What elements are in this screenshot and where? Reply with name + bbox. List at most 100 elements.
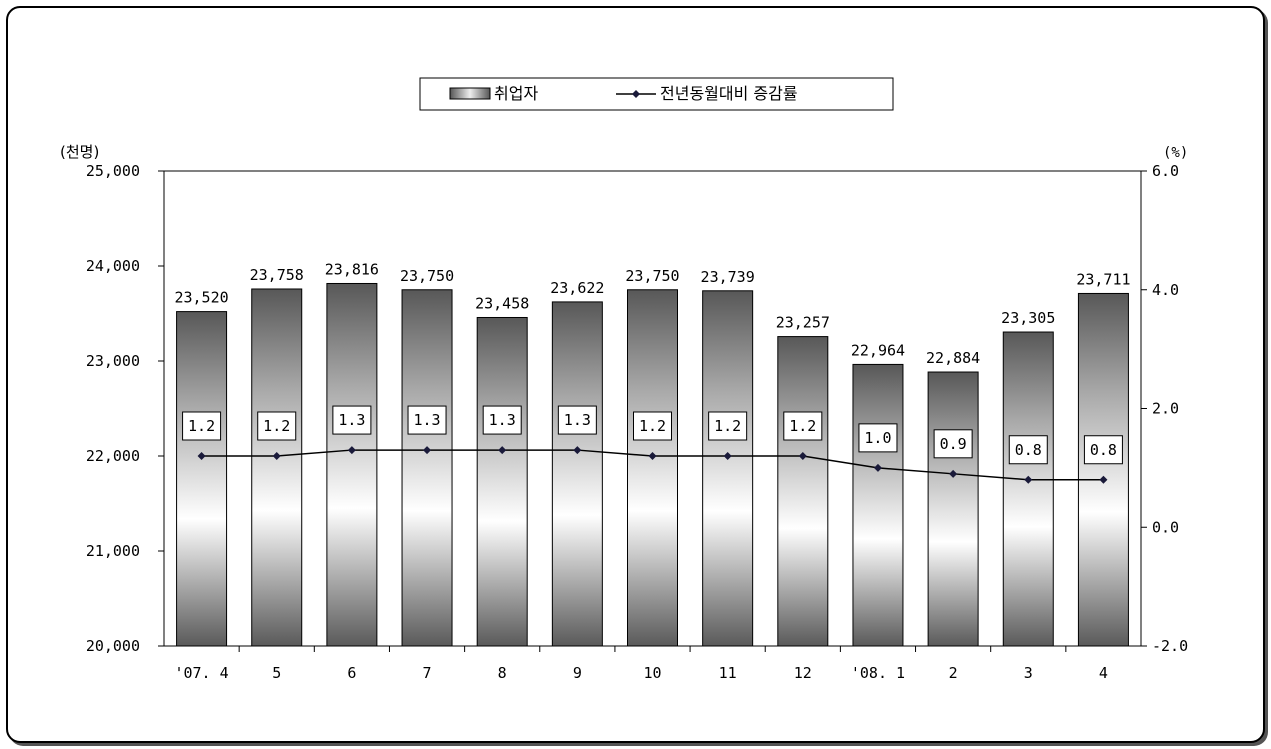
bar-value-label: 23,520 (174, 289, 228, 307)
bar (702, 290, 754, 647)
rate-value-label: 1.3 (338, 411, 365, 429)
rate-value-label: 1.3 (564, 411, 591, 429)
rate-marker (347, 446, 356, 455)
rate-marker (197, 452, 206, 460)
rate-marker (423, 446, 432, 455)
rate-marker (1099, 475, 1108, 484)
rate-value-label: 1.0 (864, 429, 891, 447)
legend-box (419, 77, 894, 111)
bar-series: 23,520 23,758 23,816 23,750 23,458 23,622 23,7… (174, 260, 1131, 647)
right-axis-tick-label: 4.0 (1152, 281, 1179, 299)
bar (251, 288, 303, 647)
x-axis-tick-label: 4 (1099, 664, 1108, 682)
bar-value-label: 22,884 (926, 349, 980, 367)
rate-value-label: 1.2 (714, 417, 741, 435)
rate-marker (723, 452, 732, 460)
bar-value-label: 23,750 (625, 267, 679, 285)
bar (777, 336, 829, 647)
x-axis: '07. 4 5 6 7 8 9 10 11 12 '08. 1 2 3 4 (174, 646, 1108, 682)
rate-value-label: 1.2 (188, 417, 215, 435)
left-axis: 20,000 21,000 22,000 23,000 24,000 25,000 (86, 162, 164, 655)
x-axis-tick-label: 2 (949, 664, 958, 682)
right-axis-tick-label: 0.0 (1152, 518, 1179, 536)
bar-value-label: 23,622 (550, 279, 604, 297)
rate-value-label: 1.2 (263, 417, 290, 435)
rate-value-label: 1.3 (489, 411, 516, 429)
left-axis-tick-label: 22,000 (86, 447, 140, 465)
bar (1077, 292, 1129, 647)
left-axis-tick-label: 21,000 (86, 542, 140, 560)
bar-value-label: 23,711 (1076, 270, 1130, 288)
bar (326, 282, 378, 647)
bar (476, 316, 528, 647)
legend-line-marker (632, 90, 640, 98)
left-axis-tick-label: 24,000 (86, 257, 140, 275)
rate-label-box (257, 411, 297, 441)
rate-marker (873, 463, 882, 472)
left-axis-tick-label: 25,000 (86, 162, 140, 180)
bar-value-label: 23,257 (776, 314, 830, 332)
rate-label-box (332, 405, 372, 435)
right-axis: -2.0 0.0 2.0 4.0 6.0 (1141, 162, 1188, 655)
x-axis-tick-label: 12 (794, 664, 812, 682)
bar (627, 289, 678, 647)
rate-label-box (1083, 435, 1123, 465)
x-axis-tick-label: '08. 1 (851, 664, 905, 682)
line-series: 1.2 1.2 1.3 1.3 1.3 1.3 1.2 1.2 1.2 1.0 0.9 0.8 0.8 (182, 405, 1123, 484)
right-axis-tick-label: 6.0 (1152, 162, 1179, 180)
rate-value-label: 1.2 (639, 417, 666, 435)
rate-value-label: 1.2 (789, 417, 816, 435)
rate-label-box (407, 405, 447, 435)
rate-marker (798, 452, 807, 460)
right-axis-unit-label: (%) (1163, 145, 1188, 161)
bar (1002, 331, 1054, 647)
legend: 취업자 전년동월대비 증감률 (419, 77, 894, 111)
bar-value-label: 23,739 (701, 268, 755, 286)
bar (551, 301, 603, 647)
rate-marker (648, 452, 657, 460)
bar-value-label: 23,305 (1001, 309, 1055, 327)
rate-marker (1024, 475, 1033, 484)
x-axis-tick-label: '07. 4 (174, 664, 228, 682)
rate-label-box (858, 423, 898, 453)
rate-label-box (633, 411, 672, 441)
x-axis-tick-label: 9 (573, 664, 582, 682)
rate-marker (949, 469, 958, 478)
left-axis-tick-label: 20,000 (86, 637, 140, 655)
bar-value-label: 23,758 (250, 266, 304, 284)
bar (401, 289, 453, 647)
legend-bar-label: 취업자 (494, 84, 538, 103)
rate-label-box (557, 405, 597, 435)
rate-value-label: 1.3 (413, 411, 440, 429)
rate-label-box (182, 411, 222, 441)
rate-value-label: 0.8 (1015, 441, 1042, 459)
rate-label-box (783, 411, 823, 441)
rate-label-box (708, 411, 748, 441)
left-axis-unit-label: (천명) (60, 143, 99, 161)
rate-label-box (482, 405, 522, 435)
right-axis-tick-label: 2.0 (1152, 400, 1179, 418)
rate-marker (498, 446, 507, 455)
rate-label-box (933, 429, 973, 459)
bar-value-label: 22,964 (851, 341, 905, 359)
legend-line-label: 전년동월대비 증감률 (660, 84, 798, 103)
rate-value-label: 0.8 (1090, 441, 1117, 459)
bar-value-label: 23,458 (475, 294, 529, 312)
rate-value-label: 0.9 (940, 435, 967, 453)
rate-marker (573, 446, 582, 455)
bar-value-label: 23,816 (325, 260, 379, 278)
x-axis-tick-label: 6 (347, 664, 356, 682)
x-axis-tick-label: 7 (423, 664, 432, 682)
x-axis-tick-label: 3 (1024, 664, 1033, 682)
x-axis-tick-label: 8 (498, 664, 507, 682)
x-axis-tick-label: 5 (272, 664, 281, 682)
bar (927, 371, 979, 647)
x-axis-tick-label: 10 (643, 664, 661, 682)
rate-label-box (1008, 435, 1048, 465)
x-axis-tick-label: 11 (719, 664, 737, 682)
left-axis-tick-label: 23,000 (86, 352, 140, 370)
rate-marker (272, 452, 281, 460)
bar (176, 311, 228, 647)
bar-value-label: 23,750 (400, 267, 454, 285)
